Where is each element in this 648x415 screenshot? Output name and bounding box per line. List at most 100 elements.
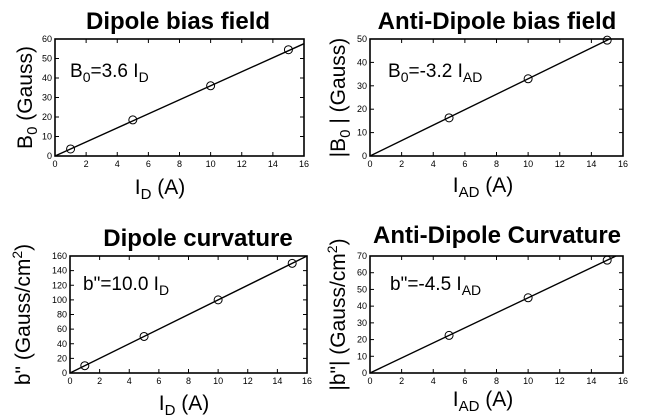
fit-line <box>369 255 617 374</box>
fit-equation: b"=-4.5 IAD <box>390 274 481 298</box>
x-label-rest: (A) <box>479 388 513 411</box>
y-tick-label: 0 <box>47 151 52 161</box>
y-tick-label: 60 <box>42 34 52 44</box>
x-tick-label: 2 <box>84 159 89 169</box>
y-tick-label: 30 <box>357 318 367 328</box>
equation-lhs-subscript: 0 <box>401 69 409 85</box>
x-axis-label: IAD (A) <box>453 174 514 201</box>
y-axis-label: b" (Gauss/cm2) <box>9 244 35 385</box>
y-label-rest: | (Gauss) <box>327 38 350 130</box>
equation-lhs: B <box>70 61 83 82</box>
x-axis-label: IAD (A) <box>453 388 514 415</box>
x-label-subscript: AD <box>459 398 480 415</box>
x-tick-label: 6 <box>156 376 161 386</box>
equation-rhs-subscript: AD <box>463 69 482 85</box>
x-label-main: I <box>453 388 459 411</box>
x-tick-label: 12 <box>243 376 253 386</box>
x-tick-label: 16 <box>299 159 309 169</box>
x-tick-label: 12 <box>237 159 247 169</box>
x-tick-label: 12 <box>555 159 565 169</box>
chart-title: Anti-Dipole bias field <box>378 8 617 35</box>
equation-lhs: b" <box>83 274 100 295</box>
y-axis-label: |b"| (Gauss/cm2) <box>324 238 350 390</box>
x-tick-label: 4 <box>115 159 120 169</box>
y-tick-label: 60 <box>57 324 67 334</box>
x-tick-label: 14 <box>272 376 282 386</box>
y-tick-label: 120 <box>52 280 67 290</box>
x-tick-label: 16 <box>618 376 628 386</box>
x-tick-label: 4 <box>431 376 436 386</box>
y-tick-label: 0 <box>362 151 367 161</box>
x-label-rest: (A) <box>151 176 185 199</box>
x-tick-label: 8 <box>186 376 191 386</box>
y-tick-label: 10 <box>357 351 367 361</box>
y-tick-label: 20 <box>57 353 67 363</box>
chart-title: Anti-Dipole Curvature <box>373 222 621 249</box>
y-tick-label: 60 <box>357 268 367 278</box>
data-point <box>66 144 76 154</box>
y-tick-label: 10 <box>357 128 367 138</box>
data-point <box>602 35 612 45</box>
equation-rhs: =-3.2 I <box>408 61 462 82</box>
data-point <box>139 331 149 341</box>
y-axis-label: |B0 | (Gauss) <box>327 38 354 158</box>
x-tick-label: 10 <box>523 376 533 386</box>
y-tick-label: 10 <box>42 132 52 142</box>
y-tick-label: 20 <box>357 104 367 114</box>
y-label-subscript: 0 <box>24 127 41 135</box>
y-tick-label: 0 <box>62 368 67 378</box>
equation-rhs: =10.0 I <box>100 274 159 295</box>
x-tick-label: 12 <box>555 376 565 386</box>
y-tick-label: 100 <box>52 295 67 305</box>
fit-line <box>369 38 610 157</box>
x-tick-label: 6 <box>462 159 467 169</box>
x-tick-label: 16 <box>618 159 628 169</box>
y-tick-label: 40 <box>357 57 367 67</box>
data-point <box>523 293 533 303</box>
y-axis-label: B0 (Gauss) <box>14 46 41 149</box>
y-tick-label: 20 <box>357 335 367 345</box>
equation-rhs-subscript: D <box>139 69 149 85</box>
fit-equation: B0=-3.2 IAD <box>388 61 482 85</box>
y-tick-label: 20 <box>42 112 52 122</box>
chart-panel-4: Anti-Dipole Curvature 0 2 4 6 8 10 12 14 16 0 10 20 3… <box>324 222 628 415</box>
equation-rhs-subscript: AD <box>462 282 481 298</box>
y-tick-label: 0 <box>362 368 367 378</box>
fit-equation: B0=3.6 ID <box>70 61 149 85</box>
equation-lhs: B <box>388 61 401 82</box>
y-label-rest: ) <box>12 244 35 251</box>
y-tick-label: 50 <box>42 54 52 64</box>
y-tick-label: 30 <box>42 93 52 103</box>
data-point <box>80 361 90 371</box>
data-point <box>206 81 216 91</box>
x-tick-label: 2 <box>399 159 404 169</box>
data-point <box>444 330 454 340</box>
y-tick-label: 40 <box>357 301 367 311</box>
x-tick-label: 2 <box>399 376 404 386</box>
data-point <box>523 74 533 84</box>
fit-line <box>69 255 308 374</box>
x-tick-label: 6 <box>462 376 467 386</box>
x-tick-label: 4 <box>431 159 436 169</box>
x-label-rest: (A) <box>479 174 513 197</box>
y-tick-label: 140 <box>52 266 67 276</box>
x-tick-label: 10 <box>523 159 533 169</box>
x-tick-label: 6 <box>146 159 151 169</box>
x-axis-label: ID (A) <box>135 176 186 203</box>
y-label-subscript: 0 <box>337 130 354 138</box>
x-label-main: I <box>135 176 141 199</box>
fit-line <box>54 43 305 157</box>
x-tick-label: 2 <box>97 376 102 386</box>
y-label-main: b" (Gauss/cm <box>12 259 35 385</box>
x-tick-label: 14 <box>268 159 278 169</box>
x-tick-label: 8 <box>177 159 182 169</box>
y-label-superscript: 2 <box>324 245 340 253</box>
x-tick-label: 0 <box>367 376 372 386</box>
data-point <box>128 115 138 125</box>
x-label-main: I <box>453 174 459 197</box>
x-tick-label: 14 <box>586 159 596 169</box>
y-tick-label: 30 <box>357 81 367 91</box>
